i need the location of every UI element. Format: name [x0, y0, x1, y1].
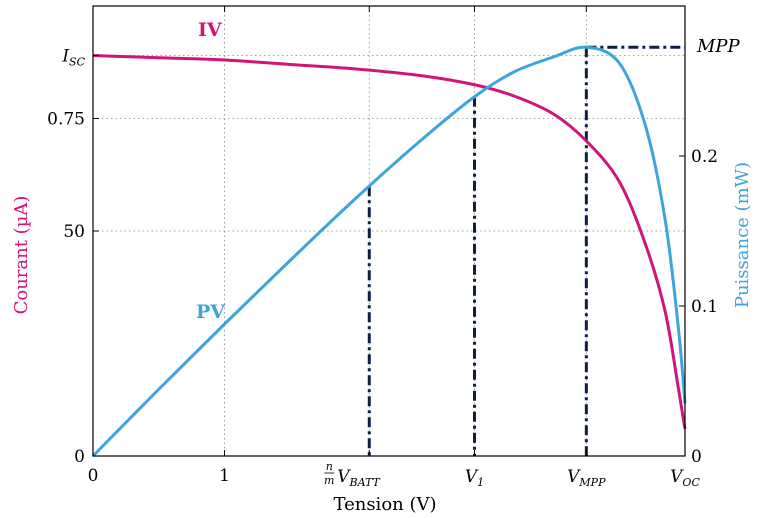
y-left-tick-label: ISC — [61, 47, 85, 69]
y-right-tick-label: 0.2 — [691, 147, 718, 167]
x-tick-label: VMPP — [567, 467, 606, 489]
x-tick-label: VOC — [670, 467, 700, 489]
y-right-tick-label: 0.1 — [691, 297, 718, 317]
mpp-annotation: MPP — [696, 36, 741, 57]
x-tick-frac-num: n — [326, 460, 333, 473]
y-right-tick-label: 0 — [691, 447, 702, 467]
series-layer — [91, 45, 687, 458]
x-tick-frac-den: m — [324, 474, 334, 487]
iv-series-label: IV — [198, 19, 223, 41]
y-left-tick-label: 50 — [63, 222, 85, 242]
x-axis-title: Tension (V) — [333, 494, 436, 515]
y-right-axis-title: Puissance (mW) — [732, 162, 753, 308]
reference-lines — [367, 45, 685, 456]
y-left-axis-title: Courant (µA) — [11, 196, 32, 315]
x-tick-label: V1 — [465, 467, 484, 489]
x-tick-label: VBATT — [337, 467, 381, 489]
y-left-tick-label: 0 — [74, 447, 85, 467]
x-tick-label: 1 — [219, 466, 230, 486]
pv-series-label: PV — [196, 301, 226, 323]
series-line-pv — [91, 45, 687, 458]
x-tick-label: 0 — [88, 466, 99, 486]
y-left-tick-label: 0.75 — [47, 110, 85, 130]
tick-marks — [92, 6, 686, 457]
series-line-iv — [92, 54, 687, 430]
